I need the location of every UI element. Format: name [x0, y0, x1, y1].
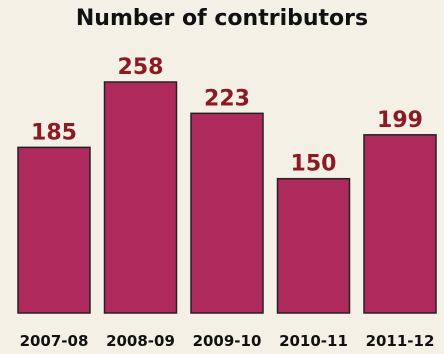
x-tick-label-2007-08: 2007-08	[20, 332, 89, 350]
bar-2010-11	[276, 177, 351, 314]
bar-2009-10	[190, 112, 264, 314]
value-label-2008-09: 258	[118, 55, 164, 80]
chart-title: Number of contributors	[75, 6, 369, 31]
x-tick-label-2009-10: 2009-10	[193, 332, 262, 350]
bar-2011-12	[363, 134, 437, 314]
x-tick-labels: 2007-08 2008-09 2009-10 2010-11 2011-12	[20, 332, 435, 350]
bar-2007-08	[17, 146, 91, 314]
bar-2008-09	[103, 81, 178, 314]
bars-layer	[17, 81, 437, 314]
x-tick-label-2011-12: 2011-12	[366, 332, 435, 350]
x-tick-label-2010-11: 2010-11	[279, 332, 348, 350]
value-label-2009-10: 223	[204, 86, 250, 111]
value-label-2010-11: 150	[291, 152, 337, 177]
x-tick-label-2008-09: 2008-09	[106, 332, 175, 350]
value-labels-layer: 185 258 223 150 199	[31, 55, 423, 177]
value-label-2011-12: 199	[377, 108, 423, 133]
value-label-2007-08: 185	[31, 120, 77, 145]
